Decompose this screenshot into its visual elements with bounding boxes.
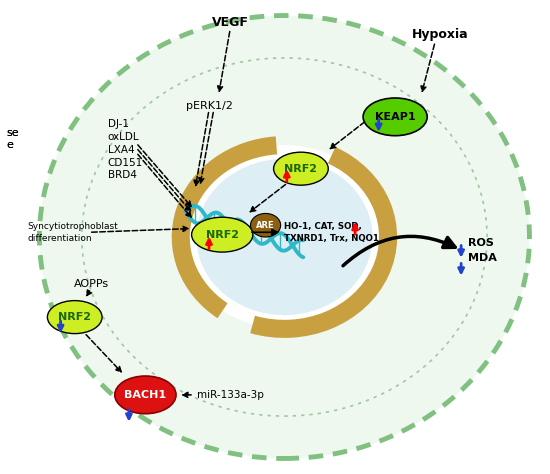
Text: AOPPs: AOPPs: [74, 279, 109, 289]
Ellipse shape: [273, 152, 328, 185]
Text: se: se: [7, 128, 19, 138]
Text: miR-133a-3p: miR-133a-3p: [197, 390, 264, 400]
Text: VEGF: VEGF: [212, 16, 249, 29]
Text: DJ-1
oxLDL
LXA4
CD151
BRD4: DJ-1 oxLDL LXA4 CD151 BRD4: [108, 119, 143, 181]
Ellipse shape: [40, 16, 530, 458]
Ellipse shape: [47, 301, 102, 334]
Ellipse shape: [363, 98, 427, 136]
Text: ARE: ARE: [256, 221, 275, 230]
Text: NRF2: NRF2: [206, 229, 239, 240]
Text: e: e: [7, 140, 13, 150]
Text: MDA: MDA: [468, 253, 497, 263]
Text: ROS: ROS: [468, 237, 494, 247]
Text: HO-1, CAT, SOD,
TXNRD1, Trx, NQO1: HO-1, CAT, SOD, TXNRD1, Trx, NQO1: [284, 222, 380, 243]
Ellipse shape: [250, 213, 280, 237]
Text: BACH1: BACH1: [124, 390, 167, 400]
Text: Syncytiotrophoblast
differentiation: Syncytiotrophoblast differentiation: [28, 222, 118, 243]
Ellipse shape: [181, 145, 388, 329]
Text: Hypoxia: Hypoxia: [411, 28, 468, 41]
Text: NRF2: NRF2: [284, 164, 317, 173]
Text: se: se: [7, 128, 19, 138]
Text: KEAP1: KEAP1: [375, 112, 415, 122]
Text: pERK1/2: pERK1/2: [185, 101, 233, 111]
Ellipse shape: [115, 376, 176, 414]
Text: NRF2: NRF2: [58, 312, 91, 322]
Text: e: e: [7, 140, 13, 150]
Ellipse shape: [196, 159, 372, 315]
Ellipse shape: [191, 217, 253, 252]
